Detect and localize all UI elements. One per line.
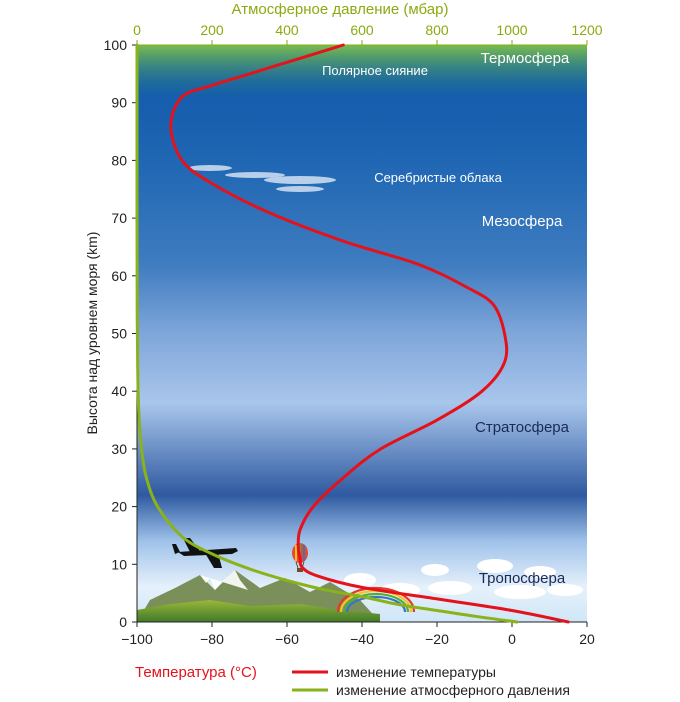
mesosphere-label: Мезосфера (482, 213, 563, 230)
temperature-series-line (169, 43, 570, 624)
pressure-series-line (135, 43, 519, 624)
y-tick-label: 60 (111, 268, 127, 284)
pressure-tick-label: 200 (200, 22, 224, 38)
pressure-tick-label: 600 (350, 22, 374, 38)
x-tick-label: −80 (200, 631, 224, 647)
y-axis-ticks: 0 10 20 30 40 50 60 70 80 90 100 (104, 37, 137, 630)
y-axis-title: Высота над уровнем моря (km) (84, 232, 100, 435)
y-tick-label: 70 (111, 210, 127, 226)
noctilucent-clouds (188, 165, 336, 192)
y-tick-label: 50 (111, 326, 127, 342)
pressure-tick-label: 0 (133, 22, 141, 38)
sky-background (137, 45, 587, 622)
troposphere-label: Тропосфера (479, 570, 566, 587)
stratosphere-label: Стратосфера (475, 419, 570, 436)
y-tick-label: 30 (111, 441, 127, 457)
y-tick-label: 80 (111, 152, 127, 168)
pressure-tick-label: 800 (425, 22, 449, 38)
aurora-label: Полярное сияние (322, 63, 428, 78)
pressure-tick-label: 1000 (496, 22, 527, 38)
x-tick-label: −100 (121, 631, 153, 647)
aurora-band (137, 45, 587, 100)
x-tick-label: 20 (579, 631, 595, 647)
thermosphere-label: Термосфера (481, 50, 570, 67)
y-tick-label: 100 (104, 37, 128, 53)
pressure-axis-ticks: 0 200 400 600 800 1000 1200 (133, 22, 603, 45)
temperature-axis-title: Температура (°C) (135, 664, 257, 681)
legend-temp-label: изменение температуры (336, 664, 496, 680)
x-tick-label: −60 (275, 631, 299, 647)
y-tick-label: 40 (111, 383, 127, 399)
x-axis-ticks: −100 −80 −60 −40 −20 0 20 (121, 622, 595, 647)
mountains (137, 570, 380, 622)
y-tick-label: 10 (111, 556, 127, 572)
pressure-axis-title: Атмосферное давление (мбар) (232, 1, 449, 18)
y-tick-label: 0 (119, 614, 127, 630)
x-tick-label: 0 (508, 631, 516, 647)
y-tick-label: 90 (111, 95, 127, 111)
x-tick-label: −20 (425, 631, 449, 647)
x-tick-label: −40 (350, 631, 374, 647)
pressure-tick-label: 400 (275, 22, 299, 38)
legend-pressure-label: изменение атмосферного давления (336, 682, 570, 698)
y-tick-label: 20 (111, 499, 127, 515)
pressure-tick-label: 1200 (571, 22, 602, 38)
noctilucent-clouds-label: Серебристые облака (374, 170, 502, 185)
